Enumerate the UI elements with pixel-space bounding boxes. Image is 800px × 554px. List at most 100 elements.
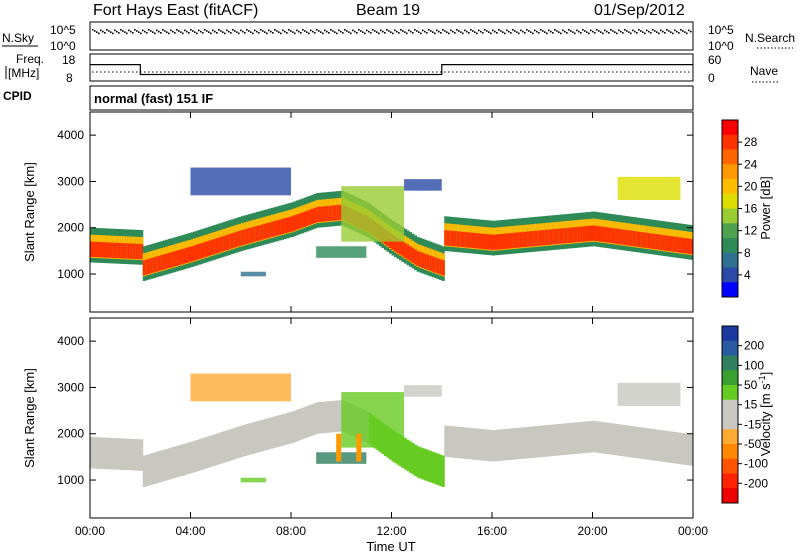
power-cell bbox=[301, 212, 305, 228]
power-cell bbox=[527, 231, 531, 247]
velocity-label-sup: -1 bbox=[757, 375, 767, 383]
nsky-point bbox=[100, 29, 102, 32]
power-cell bbox=[622, 229, 626, 245]
nsky-label: N.Sky bbox=[2, 31, 34, 45]
nsky-point bbox=[268, 29, 270, 32]
nsky-point bbox=[534, 29, 536, 32]
nsky-point bbox=[220, 30, 222, 32]
velocity-cell bbox=[132, 438, 136, 471]
velocity-cell bbox=[600, 421, 604, 454]
nsky-point bbox=[688, 29, 690, 32]
power-cell bbox=[316, 206, 320, 223]
velocity-cell bbox=[690, 434, 694, 466]
power-cell bbox=[273, 221, 277, 237]
colorbar-segment bbox=[722, 444, 738, 460]
power-cell bbox=[223, 235, 227, 252]
power-cell bbox=[140, 243, 144, 260]
power-cell bbox=[630, 230, 634, 246]
velocity-cell bbox=[298, 408, 302, 441]
colorbar-tick-label: -200 bbox=[744, 476, 768, 490]
velocity-cell bbox=[311, 404, 315, 436]
time-x-axis: 00:00 04:00 08:00 12:00 16:00 20:00 00:00 bbox=[75, 112, 708, 538]
nsky-point bbox=[374, 30, 376, 32]
power-cell bbox=[670, 236, 674, 252]
velocity-feature bbox=[404, 385, 442, 397]
x-tick-label: 00:00 bbox=[678, 524, 708, 538]
nsky-point bbox=[516, 31, 518, 33]
power-feature bbox=[341, 186, 405, 242]
velocity-colorbar: 200 100 50 15 -15 -50 -100 -200 bbox=[722, 326, 768, 504]
nsky-point bbox=[470, 29, 472, 31]
nsky-point bbox=[236, 31, 238, 33]
y-tick-label: 4000 bbox=[57, 128, 84, 142]
velocity-cell bbox=[120, 438, 124, 470]
power-cell bbox=[185, 247, 189, 263]
velocity-cell bbox=[589, 421, 593, 453]
nsky-point bbox=[310, 29, 312, 32]
nsky-point bbox=[372, 29, 374, 31]
velocity-cell bbox=[193, 440, 197, 473]
power-cell bbox=[625, 229, 629, 246]
velocity-cell bbox=[273, 416, 277, 448]
nsky-point bbox=[482, 32, 484, 34]
nsky-point bbox=[510, 32, 512, 34]
velocity-cell bbox=[190, 441, 194, 474]
power-cell bbox=[155, 256, 159, 272]
power-cell bbox=[597, 226, 601, 242]
nsky-point bbox=[190, 29, 192, 31]
colorbar-segment bbox=[722, 355, 738, 371]
velocity-cell bbox=[582, 421, 586, 454]
nsky-point bbox=[208, 31, 210, 33]
nsky-point bbox=[640, 30, 642, 32]
nsky-point bbox=[624, 29, 626, 31]
power-cell bbox=[632, 230, 636, 247]
nsky-point bbox=[318, 30, 320, 32]
power-cell bbox=[331, 205, 335, 221]
colorbar-segment bbox=[722, 149, 738, 165]
nsky-point bbox=[294, 32, 296, 35]
velocity-cell bbox=[160, 450, 164, 482]
colorbar-segment bbox=[722, 208, 738, 224]
power-cell bbox=[326, 205, 330, 222]
power-cell bbox=[190, 246, 194, 262]
velocity-cell bbox=[557, 424, 561, 456]
nsky-point bbox=[366, 29, 368, 32]
power-cell bbox=[690, 238, 694, 255]
nsky-point bbox=[628, 31, 630, 33]
velocity-cell bbox=[529, 426, 533, 459]
power-cell bbox=[167, 252, 171, 269]
power-cell bbox=[582, 226, 586, 242]
freq-tick-bottom: 8 bbox=[66, 71, 73, 85]
power-cell bbox=[434, 257, 438, 273]
velocity-cell bbox=[331, 400, 335, 433]
power-cell bbox=[672, 236, 676, 252]
colorbar-tick-label: -15 bbox=[744, 417, 762, 431]
nsky-point bbox=[302, 29, 304, 31]
nsky-point bbox=[402, 30, 404, 32]
y-tick-label: 4000 bbox=[57, 334, 84, 348]
velocity-cell bbox=[481, 429, 485, 461]
nsky-point bbox=[554, 29, 556, 31]
nsky-point bbox=[198, 29, 200, 32]
nsky-point bbox=[512, 29, 514, 31]
nsky-point bbox=[572, 31, 574, 33]
velocity-cell bbox=[170, 447, 174, 479]
nsky-point bbox=[490, 32, 492, 35]
nave-tick-bottom: 0 bbox=[708, 71, 715, 85]
nsky-point bbox=[176, 29, 178, 31]
power-cell bbox=[152, 257, 156, 273]
velocity-cell bbox=[471, 428, 475, 460]
nsky-point bbox=[192, 30, 194, 32]
velocity-cell bbox=[399, 434, 403, 467]
nsky-point bbox=[242, 30, 244, 33]
nsky-tick-bottom: 10^0 bbox=[50, 39, 76, 53]
power-cell bbox=[263, 223, 267, 240]
nsky-point bbox=[462, 32, 464, 35]
nsky-point bbox=[390, 31, 392, 33]
velocity-cell bbox=[303, 406, 307, 439]
nsky-point bbox=[380, 29, 382, 32]
nsky-point bbox=[326, 30, 328, 33]
nsky-point bbox=[284, 30, 286, 33]
power-cell bbox=[220, 236, 224, 252]
nsky-point bbox=[604, 29, 606, 32]
